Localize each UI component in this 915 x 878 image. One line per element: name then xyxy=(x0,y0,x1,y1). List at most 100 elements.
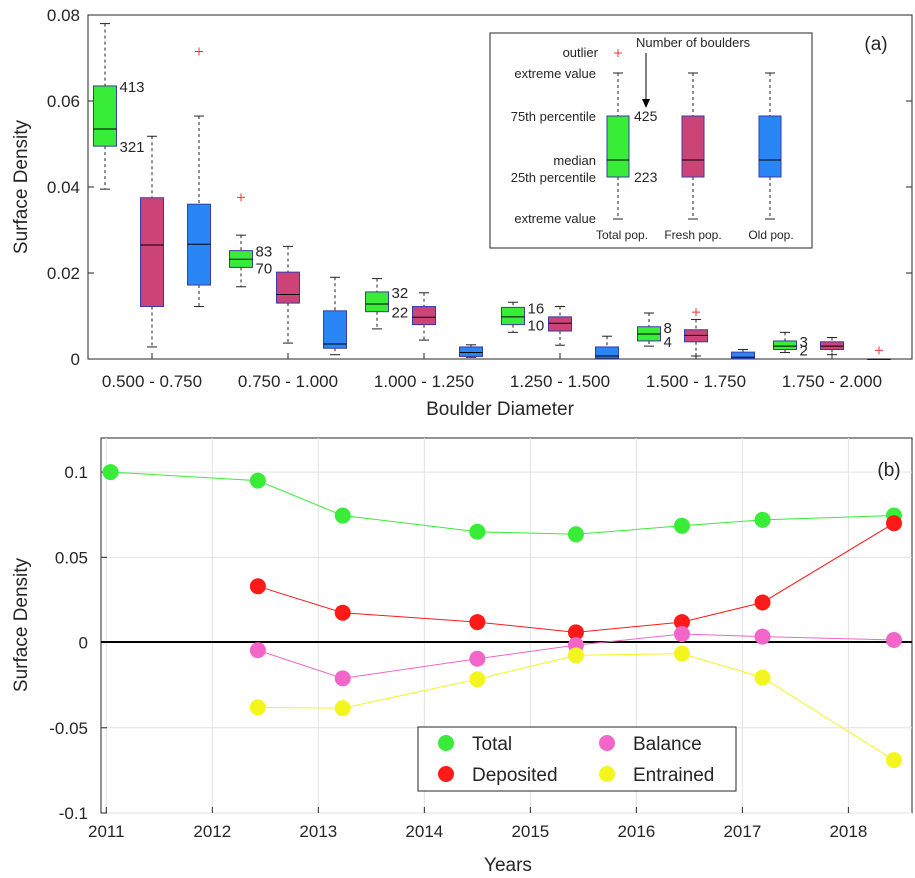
y-tick-label-a: 0.08 xyxy=(47,6,80,25)
legend-label-entrained: Entrained xyxy=(633,765,714,786)
legend-marker-deposited xyxy=(438,766,454,782)
box-total xyxy=(93,85,117,147)
data-point-balance xyxy=(673,626,690,643)
legend-marker-balance xyxy=(599,735,615,751)
y-tick-label-b: -0.1 xyxy=(59,804,88,823)
box-count-label-bottom: 321 xyxy=(120,139,145,156)
data-point-deposited xyxy=(673,614,690,631)
box-count-label-bottom: 70 xyxy=(256,260,273,277)
data-point-balance xyxy=(469,650,486,667)
inset-25th-label: 25th percentile xyxy=(511,170,596,185)
inset-label-old: Old pop. xyxy=(748,228,793,242)
panel-a-ticks: 0 0.02 0.04 0.06 0.08 0.500 - 0.750 0.750 - 1.… xyxy=(47,6,912,391)
data-point-deposited xyxy=(754,594,771,611)
data-point-balance xyxy=(754,628,771,645)
y-tick-label-a: 0.02 xyxy=(47,264,80,283)
y-tick-label-b: 0.05 xyxy=(55,548,88,567)
x-tick-label-b: 2013 xyxy=(299,822,337,841)
x-tick-label-b: 2015 xyxy=(511,822,549,841)
panel-a-label: (a) xyxy=(864,34,887,55)
x-tick-label-a: 0.750 - 1.000 xyxy=(238,372,338,391)
data-point-balance xyxy=(885,631,902,648)
legend-box xyxy=(417,726,737,792)
box-total xyxy=(773,340,797,351)
panel-b-ylabel: Surface Density xyxy=(11,557,32,692)
panel-b-ticks: 2011 2012 2013 2014 2015 2016 2017 2018 -0.1 -0.0… xyxy=(49,463,867,841)
data-point-total xyxy=(673,517,690,534)
x-tick-label-a: 1.750 - 2.000 xyxy=(782,372,882,391)
box-count-label-top: 83 xyxy=(256,244,273,261)
box-count-label-bottom: 4 xyxy=(664,334,672,351)
box-count-label-bottom: 2 xyxy=(800,343,808,360)
y-tick-label-b: 0 xyxy=(79,634,88,653)
inset-number-of-boulders-label: Number of boulders xyxy=(636,35,751,50)
x-tick-label-b: 2014 xyxy=(405,822,443,841)
y-tick-label-a: 0.06 xyxy=(47,92,80,111)
x-tick-label-b: 2018 xyxy=(829,822,867,841)
data-point-entrained xyxy=(885,752,902,769)
y-tick-label-a: 0.04 xyxy=(47,178,80,197)
data-point-balance xyxy=(249,642,266,659)
data-point-deposited xyxy=(334,604,351,621)
panel-a-xlabel: Boulder Diameter xyxy=(426,399,575,420)
inset-box-total xyxy=(606,115,630,178)
box-count-label-top: 8 xyxy=(664,320,672,337)
box-fresh xyxy=(548,316,572,332)
x-tick-label-b: 2011 xyxy=(88,822,125,841)
inset-arrow-head xyxy=(642,99,650,108)
data-point-entrained xyxy=(673,645,690,662)
inset-box-fresh xyxy=(681,115,705,178)
inset-extreme-top-label: extreme value xyxy=(514,66,596,81)
box-total xyxy=(365,291,389,313)
x-tick-label-a: 1.250 - 1.500 xyxy=(510,372,610,391)
box-count-label-bottom: 22 xyxy=(392,305,409,322)
x-tick-label-b: 2017 xyxy=(723,822,761,841)
y-tick-label-b: -0.05 xyxy=(49,719,88,738)
inset-outlier-label: outlier xyxy=(563,45,599,60)
legend-marker-entrained xyxy=(599,766,615,782)
data-point-entrained xyxy=(249,699,266,716)
y-tick-label-a: 0 xyxy=(71,350,80,369)
data-point-total xyxy=(754,511,771,528)
inset-median-label: median xyxy=(553,153,596,168)
data-point-total xyxy=(334,507,351,524)
series-line-total xyxy=(110,471,894,535)
legend-label-deposited: Deposited xyxy=(472,765,558,786)
inset-count-top: 425 xyxy=(634,108,658,124)
data-point-deposited xyxy=(885,515,902,532)
panel-b-xlabel: Years xyxy=(484,855,532,876)
inset-box-old xyxy=(758,115,782,178)
data-point-total xyxy=(249,472,266,489)
data-point-entrained xyxy=(754,669,771,686)
x-tick-label-b: 2016 xyxy=(617,822,655,841)
inset-sample-boxes xyxy=(606,49,782,220)
inset-75th-label: 75th percentile xyxy=(511,109,596,124)
x-tick-label-a: 0.500 - 0.750 xyxy=(102,372,202,391)
data-point-deposited xyxy=(469,614,486,631)
box-old xyxy=(731,351,755,360)
box-count-label-top: 413 xyxy=(120,79,145,96)
box-fresh xyxy=(276,271,300,304)
box-count-label-top: 32 xyxy=(392,285,409,302)
box-old xyxy=(595,346,619,359)
panel-b: 2011 2012 2013 2014 2015 2016 2017 2018 -0.1 -0.0… xyxy=(11,437,913,876)
data-point-total xyxy=(567,526,584,543)
inset-count-bottom: 223 xyxy=(634,169,658,185)
legend-marker-total xyxy=(438,735,454,751)
legend-label-balance: Balance xyxy=(633,734,702,755)
data-point-entrained xyxy=(469,671,486,688)
box-count-label-top: 3 xyxy=(800,334,808,351)
box-fresh xyxy=(140,197,164,308)
panel-b-label: (b) xyxy=(877,460,900,481)
panel-a: 0 0.02 0.04 0.06 0.08 0.500 - 0.750 0.750 - 1.… xyxy=(11,6,913,420)
x-tick-label-a: 1.500 - 1.750 xyxy=(646,372,746,391)
x-tick-label-b: 2012 xyxy=(193,822,231,841)
box-count-label-top: 16 xyxy=(528,300,545,317)
inset-extreme-bottom-label: extreme value xyxy=(514,211,596,226)
panel-b-series xyxy=(102,464,902,769)
data-point-deposited xyxy=(249,578,266,595)
data-point-total xyxy=(102,464,119,481)
box-old xyxy=(459,346,483,357)
